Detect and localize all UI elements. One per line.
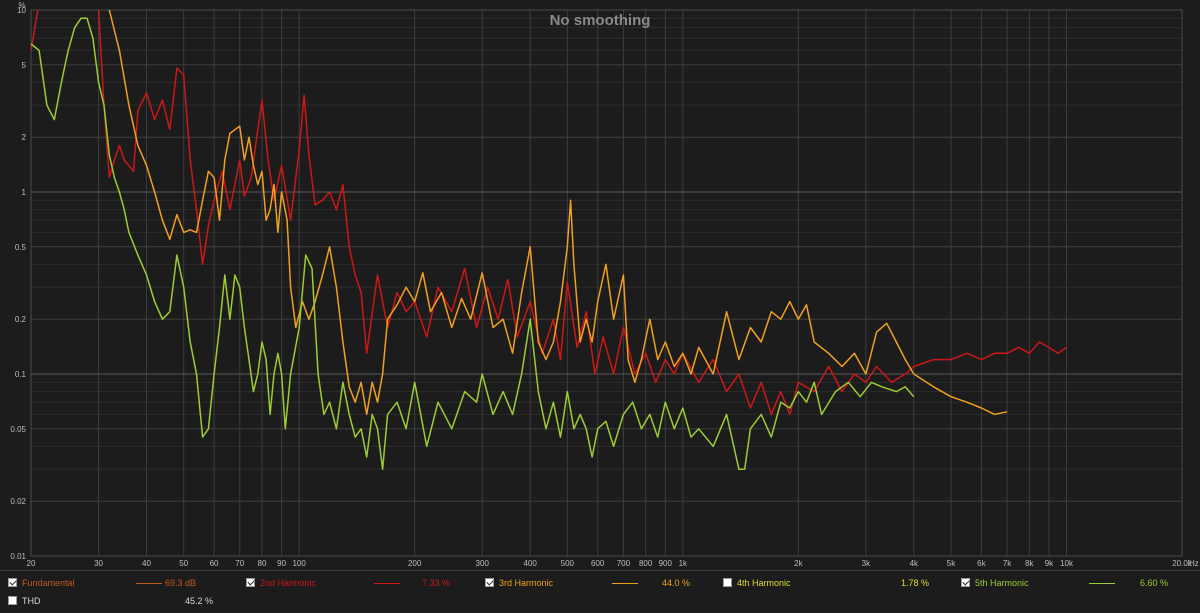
3rd-harmonic-swatch: [612, 583, 638, 584]
3rd-harmonic-value: 44.0 %: [661, 578, 690, 588]
plot-frame: [30, 9, 1183, 557]
x-tick-labels: 20 30 40 50 60 70 80 90 100 200 300 400 500 600 700 800…: [27, 559, 1193, 568]
x-tick-label: 30: [94, 559, 103, 568]
fundamental-swatch: [136, 583, 162, 584]
fundamental-label: Fundamental: [22, 578, 75, 588]
legend-5th-harmonic[interactable]: 5th Harmonic 6.60 %: [961, 575, 1171, 591]
y-tick-label: 1: [22, 188, 27, 197]
x-tick-label: 4k: [910, 559, 919, 568]
y-tick-label: 0.1: [15, 370, 27, 379]
4th-harmonic-label: 4th Harmonic: [737, 578, 791, 588]
y-tick-label: 0.01: [10, 552, 26, 561]
legend-4th-harmonic[interactable]: 4th Harmonic 1.78 %: [723, 575, 933, 591]
legend-panel: Fundamental 69.3 dB 2nd Harmonic 7.33 % …: [0, 570, 1200, 613]
x-tick-label: 70: [235, 559, 244, 568]
x-tick-label: 600: [591, 559, 605, 568]
series-lines: [31, 10, 1067, 470]
x-tick-label: 5k: [947, 559, 956, 568]
y-tick-label: 2: [22, 133, 27, 142]
5th-harmonic-line: [31, 17, 915, 470]
x-tick-label: 6k: [977, 559, 986, 568]
y-tick-label: 0.02: [10, 497, 26, 506]
grid-lines: [30, 9, 1183, 557]
plot-background: [0, 0, 1200, 570]
5th-harmonic-label: 5th Harmonic: [975, 578, 1029, 588]
x-tick-label: 3k: [862, 559, 871, 568]
x-tick-label: 10k: [1060, 559, 1074, 568]
y-tick-label: 0.5: [15, 243, 27, 252]
x-tick-label: 900: [659, 559, 673, 568]
y-axis-unit: %: [18, 1, 25, 10]
x-axis-unit: Hz: [1189, 559, 1199, 568]
chart-title: No smoothing: [550, 12, 651, 29]
x-tick-label: 90: [277, 559, 286, 568]
x-tick-label: 1k: [679, 559, 688, 568]
x-tick-label: 800: [639, 559, 653, 568]
3rd-harmonic-checkbox[interactable]: [485, 578, 494, 587]
5th-harmonic-value: 6.60 %: [1139, 578, 1168, 588]
x-tick-label: 2k: [794, 559, 803, 568]
x-tick-label: 8k: [1025, 559, 1034, 568]
4th-harmonic-value: 1.78 %: [900, 578, 929, 588]
5th-harmonic-checkbox[interactable]: [961, 578, 970, 587]
thd-checkbox[interactable]: [8, 596, 17, 605]
5th-harmonic-swatch: [1089, 583, 1115, 584]
y-tick-labels: 10 5 2 1 0.5 0.2 0.1 0.05 0.02 0.01: [10, 6, 26, 561]
2nd-harmonic-line: [31, 10, 1067, 416]
x-tick-label: 300: [476, 559, 490, 568]
x-tick-label: 200: [408, 559, 422, 568]
y-tick-label: 0.2: [15, 315, 27, 324]
2nd-harmonic-checkbox[interactable]: [246, 578, 255, 587]
x-tick-label: 700: [617, 559, 631, 568]
x-tick-label: 9k: [1045, 559, 1054, 568]
y-tick-label: 5: [22, 61, 27, 70]
thd-value: 45.2 %: [184, 596, 213, 606]
x-tick-label: 20: [27, 559, 36, 568]
legend-3rd-harmonic[interactable]: 3rd Harmonic 44.0 %: [485, 575, 695, 591]
legend-2nd-harmonic[interactable]: 2nd Harmonic 7.33 %: [246, 575, 456, 591]
x-tick-label: 400: [523, 559, 537, 568]
2nd-harmonic-swatch: [374, 583, 400, 584]
x-tick-label: 50: [179, 559, 188, 568]
x-tick-label: 80: [258, 559, 267, 568]
2nd-harmonic-label: 2nd Harmonic: [260, 578, 317, 588]
x-tick-label: 7k: [1003, 559, 1012, 568]
thd-label: THD: [22, 596, 41, 606]
x-tick-label: 60: [210, 559, 219, 568]
x-tick-label: 500: [561, 559, 575, 568]
legend-thd[interactable]: THD 45.2 %: [8, 593, 218, 609]
3rd-harmonic-line: [108, 10, 1008, 416]
fundamental-checkbox[interactable]: [8, 578, 17, 587]
y-tick-label: 10: [17, 6, 26, 15]
fundamental-value: 69.3 dB: [164, 578, 196, 588]
2nd-harmonic-value: 7.33 %: [421, 578, 450, 588]
x-tick-label: 40: [142, 559, 151, 568]
y-tick-label: 0.05: [10, 425, 26, 434]
4th-harmonic-checkbox[interactable]: [723, 578, 732, 587]
legend-fundamental[interactable]: Fundamental 69.3 dB: [8, 575, 198, 591]
3rd-harmonic-label: 3rd Harmonic: [499, 578, 554, 588]
x-tick-label: 100: [292, 559, 306, 568]
x-tick-label: 20.0k: [1172, 559, 1193, 568]
distortion-chart: 10 5 2 1 0.5 0.2 0.1 0.05 0.02 0.01 20 30 40 50 60 70 8…: [0, 0, 1200, 570]
